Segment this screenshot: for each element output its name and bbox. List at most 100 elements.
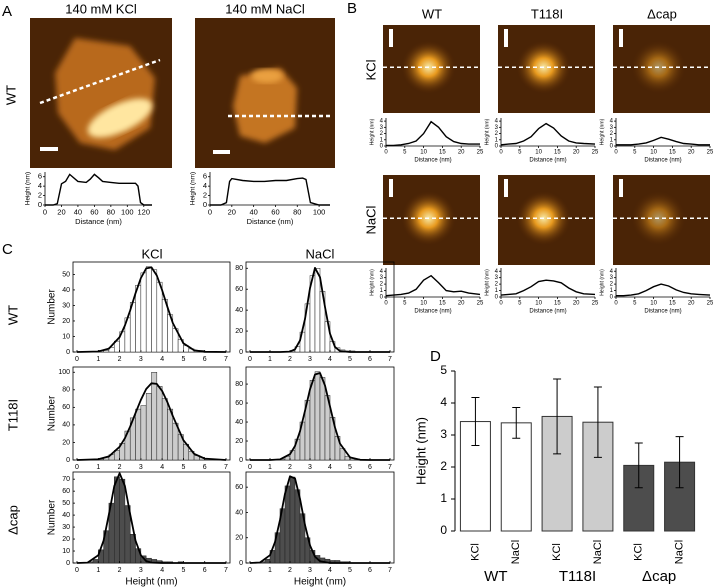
x-tick-label: 2 [288,464,292,471]
histogram-bar [156,281,163,353]
histogram-bar [339,448,346,461]
x-tick-label: 5 [518,150,522,156]
scale-bar [40,147,58,151]
x-tick-label: 0 [248,356,252,363]
y-tick-label: 4 [380,119,384,125]
histogram-bar [92,559,99,564]
x-tick-label: 5 [181,567,185,574]
y-tick-label: 1 [440,491,447,505]
x-axis-label: Height (nm) [125,577,177,587]
x-tick-label: 15 [554,150,561,156]
axes [385,118,480,147]
y-tick-label: 0 [610,144,614,150]
y-tick-label: 3 [495,275,499,281]
panel-label: A [2,3,12,20]
afm-highlight [251,69,283,83]
y-tick-label: 1 [380,288,384,294]
panel-label: D [430,348,441,365]
x-tick-label: 5 [403,301,407,307]
afm-particle [233,68,297,143]
y-axis-label: Height (nm) [485,118,491,145]
x-tick-label: 4 [160,567,164,574]
y-tick-label: 1 [495,288,499,294]
y-axis-label: Height (nm) [600,118,606,145]
y-tick-label: 4 [610,119,614,125]
histogram-bar [156,386,163,461]
row-title: WT [5,305,20,325]
y-tick-label: 3 [440,427,447,441]
axes [615,118,710,147]
x-tick-label: 10 [535,150,542,156]
y-axis-label: Height (nm) [24,172,31,205]
profile-line [210,177,330,206]
histogram-bar [161,398,168,461]
y-tick-label: 30 [62,302,70,309]
y-tick-label: 1 [610,137,614,143]
x-axis-label: Distance (nm) [529,158,566,164]
y-tick-label: 3 [380,125,384,131]
x-tick-label: 2 [118,567,122,574]
x-tick-label: 60 [90,207,98,216]
panel-label: C [2,241,13,258]
panel-label: B [347,0,357,17]
histogram-bar [172,422,179,461]
x-tick-label: 0 [614,150,618,156]
x-tick-label: 15 [669,301,676,307]
x-tick-label: 20 [57,207,65,216]
axes-frame [72,471,231,564]
x-tick-label: 5 [633,150,637,156]
bar [500,422,532,532]
y-tick-label: 50 [62,500,70,507]
y-tick-label: 40 [62,512,70,519]
x-tick-label: 5 [181,464,185,471]
y-tick-label: 4 [495,119,499,125]
x-tick-label: 6 [368,464,372,471]
y-tick-label: 0 [38,200,42,209]
column-title: 140 mM NaCl [225,1,305,16]
y-axis-label: Height (nm) [600,269,606,296]
x-tick-label: 0 [384,301,388,307]
y-tick-label: 4 [610,269,614,275]
x-axis-label: Distance (nm) [247,217,294,226]
column-title: Δcap [647,6,677,21]
x-tick-label: 20 [688,301,695,307]
x-tick-label: 4 [160,464,164,471]
y-tick-label: 30 [62,524,70,531]
error-bar [553,378,562,455]
x-tick-label: 10 [420,301,427,307]
scale-bar [619,29,623,47]
x-tick-label: 0 [248,567,252,574]
y-tick-label: 2 [38,191,42,200]
histogram-bar [145,266,152,353]
histogram-bar [309,380,316,461]
scale-bar [389,179,393,197]
y-tick-label: 2 [203,191,207,200]
x-tick-label: 3 [139,356,143,363]
x-tick-label: 4 [160,356,164,363]
y-tick-label: 20 [62,536,70,543]
x-tick-label: 80 [293,207,301,216]
x-tick-label: 3 [308,356,312,363]
histogram-bar [284,485,291,564]
x-tick-label: 25 [707,150,713,156]
histogram-bar [135,285,142,353]
y-axis-label: Number [47,395,58,431]
y-tick-label: 20 [235,328,243,335]
x-tick-label: 0 [43,207,47,216]
axes [615,268,710,298]
x-tick-label: 7 [224,567,228,574]
category-label: KCl [469,543,481,561]
category-label: NaCl [673,540,685,564]
error-bar [675,436,684,489]
x-tick-label: 20 [458,301,465,307]
y-tick-label: 1 [610,288,614,294]
y-tick-label: 4 [495,269,499,275]
profile-line [385,274,481,297]
x-tick-label: 2 [288,567,292,574]
y-tick-label: 1 [495,137,499,143]
x-tick-label: 1 [268,464,272,471]
category-label: NaCl [510,540,522,564]
scale-bar [389,29,393,47]
column-title: T118I [531,6,563,21]
x-tick-label: 1 [96,356,100,363]
